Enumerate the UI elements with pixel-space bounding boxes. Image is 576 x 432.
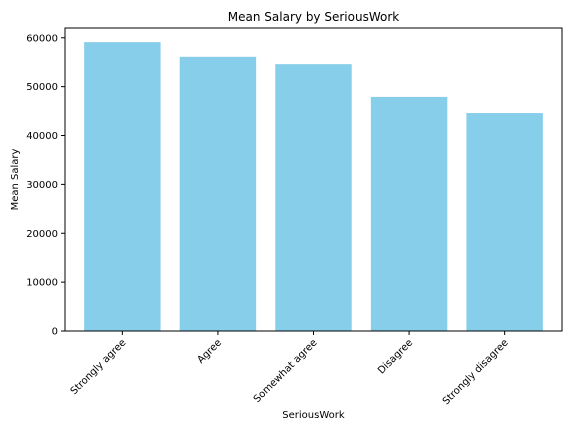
y-tick-label: 40000 bbox=[26, 131, 58, 142]
bar-strongly-agree bbox=[84, 42, 161, 332]
x-tick-label: Strongly disagree bbox=[441, 337, 511, 407]
y-tick-label: 30000 bbox=[26, 180, 58, 191]
bar-strongly-disagree bbox=[466, 113, 543, 331]
x-axis-ticks: Strongly agree Agree Somewhat agree Disagre… bbox=[69, 331, 511, 407]
bar-agree bbox=[179, 56, 257, 331]
x-tick-label: Disagree bbox=[376, 337, 415, 376]
y-tick-label: 10000 bbox=[26, 278, 58, 289]
x-tick-label: Somewhat agree bbox=[252, 337, 320, 405]
x-axis-label: SeriousWork bbox=[282, 410, 345, 421]
y-tick-label: 60000 bbox=[26, 33, 58, 44]
x-tick-label: Agree bbox=[195, 337, 224, 366]
y-axis-ticks: 0 10000 20000 30000 40000 50000 60000 bbox=[26, 33, 65, 338]
bars-group bbox=[84, 42, 543, 332]
y-tick-label: 50000 bbox=[26, 82, 58, 93]
plot-frame bbox=[64, 27, 563, 332]
y-axis-label: Mean Salary bbox=[10, 149, 21, 211]
bar-disagree bbox=[370, 96, 448, 331]
chart-title: Mean Salary by SeriousWork bbox=[228, 10, 399, 24]
y-tick-label: 0 bbox=[52, 327, 58, 338]
bar-somewhat-agree bbox=[275, 64, 352, 331]
y-tick-label: 20000 bbox=[26, 229, 58, 240]
x-tick-label: Strongly agree bbox=[69, 337, 129, 397]
